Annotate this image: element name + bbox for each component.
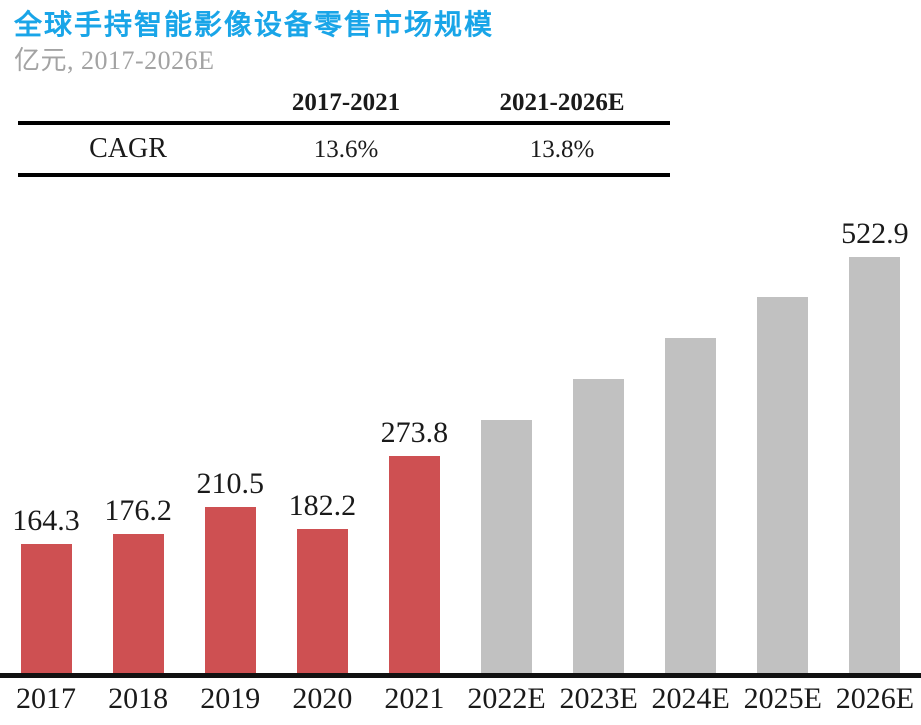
cagr-table: 2017-2021 2021-2026E CAGR 13.6% 13.8% bbox=[18, 84, 670, 177]
bar-group-2021: 273.8 bbox=[368, 0, 460, 675]
bar-group-2020: 182.2 bbox=[276, 0, 368, 675]
x-tick-label-2026e: 2026E bbox=[835, 682, 915, 715]
cagr-value-2021-2026e: 13.8% bbox=[529, 135, 595, 163]
bar-2025e bbox=[757, 297, 809, 675]
bar-group-2025e bbox=[737, 0, 829, 675]
bar-group-2024e bbox=[645, 0, 737, 675]
x-tick-label-2017: 2017 bbox=[16, 682, 77, 715]
bar-value-label-2019: 210.5 bbox=[196, 467, 264, 500]
x-tick-label-2022e: 2022E bbox=[467, 682, 546, 715]
bars-row: 164.3 176.2 210.5 182.2 273.8 522.9 bbox=[0, 0, 921, 675]
bar-group-2022e bbox=[460, 0, 552, 675]
bar-value-label-2021: 273.8 bbox=[380, 416, 449, 449]
x-tick-label-2025e: 2025E bbox=[743, 682, 822, 715]
bar-2018 bbox=[112, 534, 164, 675]
x-tick-label-2019: 2019 bbox=[200, 682, 261, 715]
bar-value-label-2018: 176.2 bbox=[104, 494, 172, 527]
x-axis-line bbox=[0, 673, 921, 678]
cagr-row-label: CAGR bbox=[89, 133, 167, 164]
table-rule-top bbox=[18, 121, 670, 125]
bar-2023e bbox=[573, 379, 625, 675]
x-tick-label-2020: 2020 bbox=[292, 682, 353, 715]
bar-2019 bbox=[204, 507, 256, 675]
bar-2020 bbox=[296, 529, 348, 675]
bar-group-2019: 210.5 bbox=[184, 0, 276, 675]
page-title: 全球手持智能影像设备零售市场规模 bbox=[14, 9, 495, 40]
cagr-table-value-row: CAGR 13.6% 13.8% bbox=[18, 125, 670, 173]
bar-2022e bbox=[481, 420, 533, 675]
bar-group-2023e bbox=[553, 0, 645, 675]
cagr-col-header-2021-2026e: 2021-2026E bbox=[499, 89, 625, 116]
bar-value-label-2017: 164.3 bbox=[12, 504, 80, 537]
page-subtitle: 亿元, 2017-2026E bbox=[14, 46, 215, 75]
x-tick-label-2024e: 2024E bbox=[651, 682, 730, 715]
cagr-value-2017-2021: 13.6% bbox=[313, 135, 379, 163]
bar-2026e bbox=[849, 257, 901, 675]
cagr-col-header-2017-2021: 2017-2021 bbox=[291, 89, 401, 116]
x-tick-label-2023e: 2023E bbox=[559, 682, 638, 715]
bar-value-label-2020: 182.2 bbox=[288, 489, 357, 522]
x-tick-label-2018: 2018 bbox=[108, 682, 169, 715]
table-rule-bottom bbox=[18, 173, 670, 177]
x-axis-labels: 2017 2018 2019 2020 2021 2022E 2023E 2024E 2025E… bbox=[0, 682, 921, 716]
bar-2017 bbox=[20, 544, 72, 675]
x-tick-label-2021: 2021 bbox=[384, 682, 445, 715]
bar-group-2018: 176.2 bbox=[92, 0, 184, 675]
bar-value-label-2026e: 522.9 bbox=[841, 217, 909, 250]
bar-2021 bbox=[388, 456, 440, 675]
bar-group-2026e: 522.9 bbox=[829, 0, 921, 675]
bar-2024e bbox=[665, 338, 717, 675]
bar-group-2017: 164.3 bbox=[0, 0, 92, 675]
cagr-table-header-row: 2017-2021 2021-2026E bbox=[18, 84, 670, 121]
